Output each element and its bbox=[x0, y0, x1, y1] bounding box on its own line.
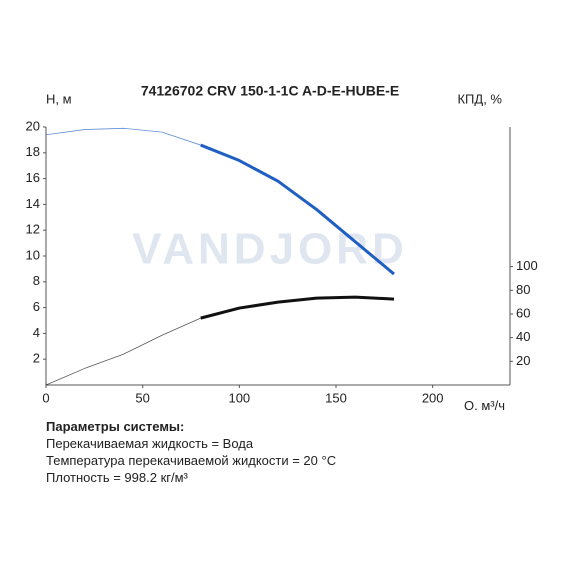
y-tick-label: 4 bbox=[33, 325, 40, 340]
watermark: VANDJORD bbox=[132, 225, 408, 274]
x-tick-label: 50 bbox=[135, 390, 149, 405]
x-tick-label: 0 bbox=[42, 390, 49, 405]
chart: 74126702 CRV 150-1-1C A-D-E-HUBE-E VANDJ… bbox=[26, 83, 538, 410]
x-tick-label: 100 bbox=[228, 390, 250, 405]
y-axis-label: H, м bbox=[46, 91, 72, 106]
x-axis-label: Q, м³/ч bbox=[464, 398, 505, 410]
y-tick-label: 18 bbox=[26, 144, 40, 159]
y-tick-label: 10 bbox=[26, 247, 40, 262]
curve bbox=[200, 143, 395, 276]
y-tick-label: 12 bbox=[26, 222, 40, 237]
parameters-title: Параметры системы: bbox=[46, 419, 185, 434]
y-tick-label: 6 bbox=[33, 299, 40, 314]
y2-tick-label: 80 bbox=[516, 282, 530, 297]
y2-axis-label: КПД, % bbox=[457, 91, 502, 106]
parameter: Плотность = 998.2 кг/м³ bbox=[46, 470, 188, 485]
parameter: Перекачиваемая жидкость = Вода bbox=[46, 436, 254, 451]
y2-tick-label: 40 bbox=[516, 329, 530, 344]
parameter: Температура перекачиваемой жидкости = 20… bbox=[46, 453, 337, 468]
x-tick-label: 150 bbox=[325, 390, 347, 405]
x-tick-label: 200 bbox=[422, 390, 444, 405]
y-tick-label: 14 bbox=[26, 196, 40, 211]
y2-tick-label: 60 bbox=[516, 305, 530, 320]
curve-thin bbox=[45, 127, 201, 146]
chart-title: 74126702 CRV 150-1-1C A-D-E-HUBE-E bbox=[141, 83, 399, 99]
curve bbox=[200, 295, 395, 320]
y-tick-label: 16 bbox=[26, 170, 40, 185]
y2-tick-label: 100 bbox=[516, 258, 538, 273]
curve-thin bbox=[45, 317, 201, 386]
y-tick-label: 8 bbox=[33, 273, 40, 288]
y-tick-label: 2 bbox=[33, 351, 40, 366]
y2-tick-label: 20 bbox=[516, 353, 530, 368]
y-tick-label: 20 bbox=[26, 118, 40, 133]
parameters: Параметры системы: Перекачиваемая жидкос… bbox=[46, 418, 336, 486]
